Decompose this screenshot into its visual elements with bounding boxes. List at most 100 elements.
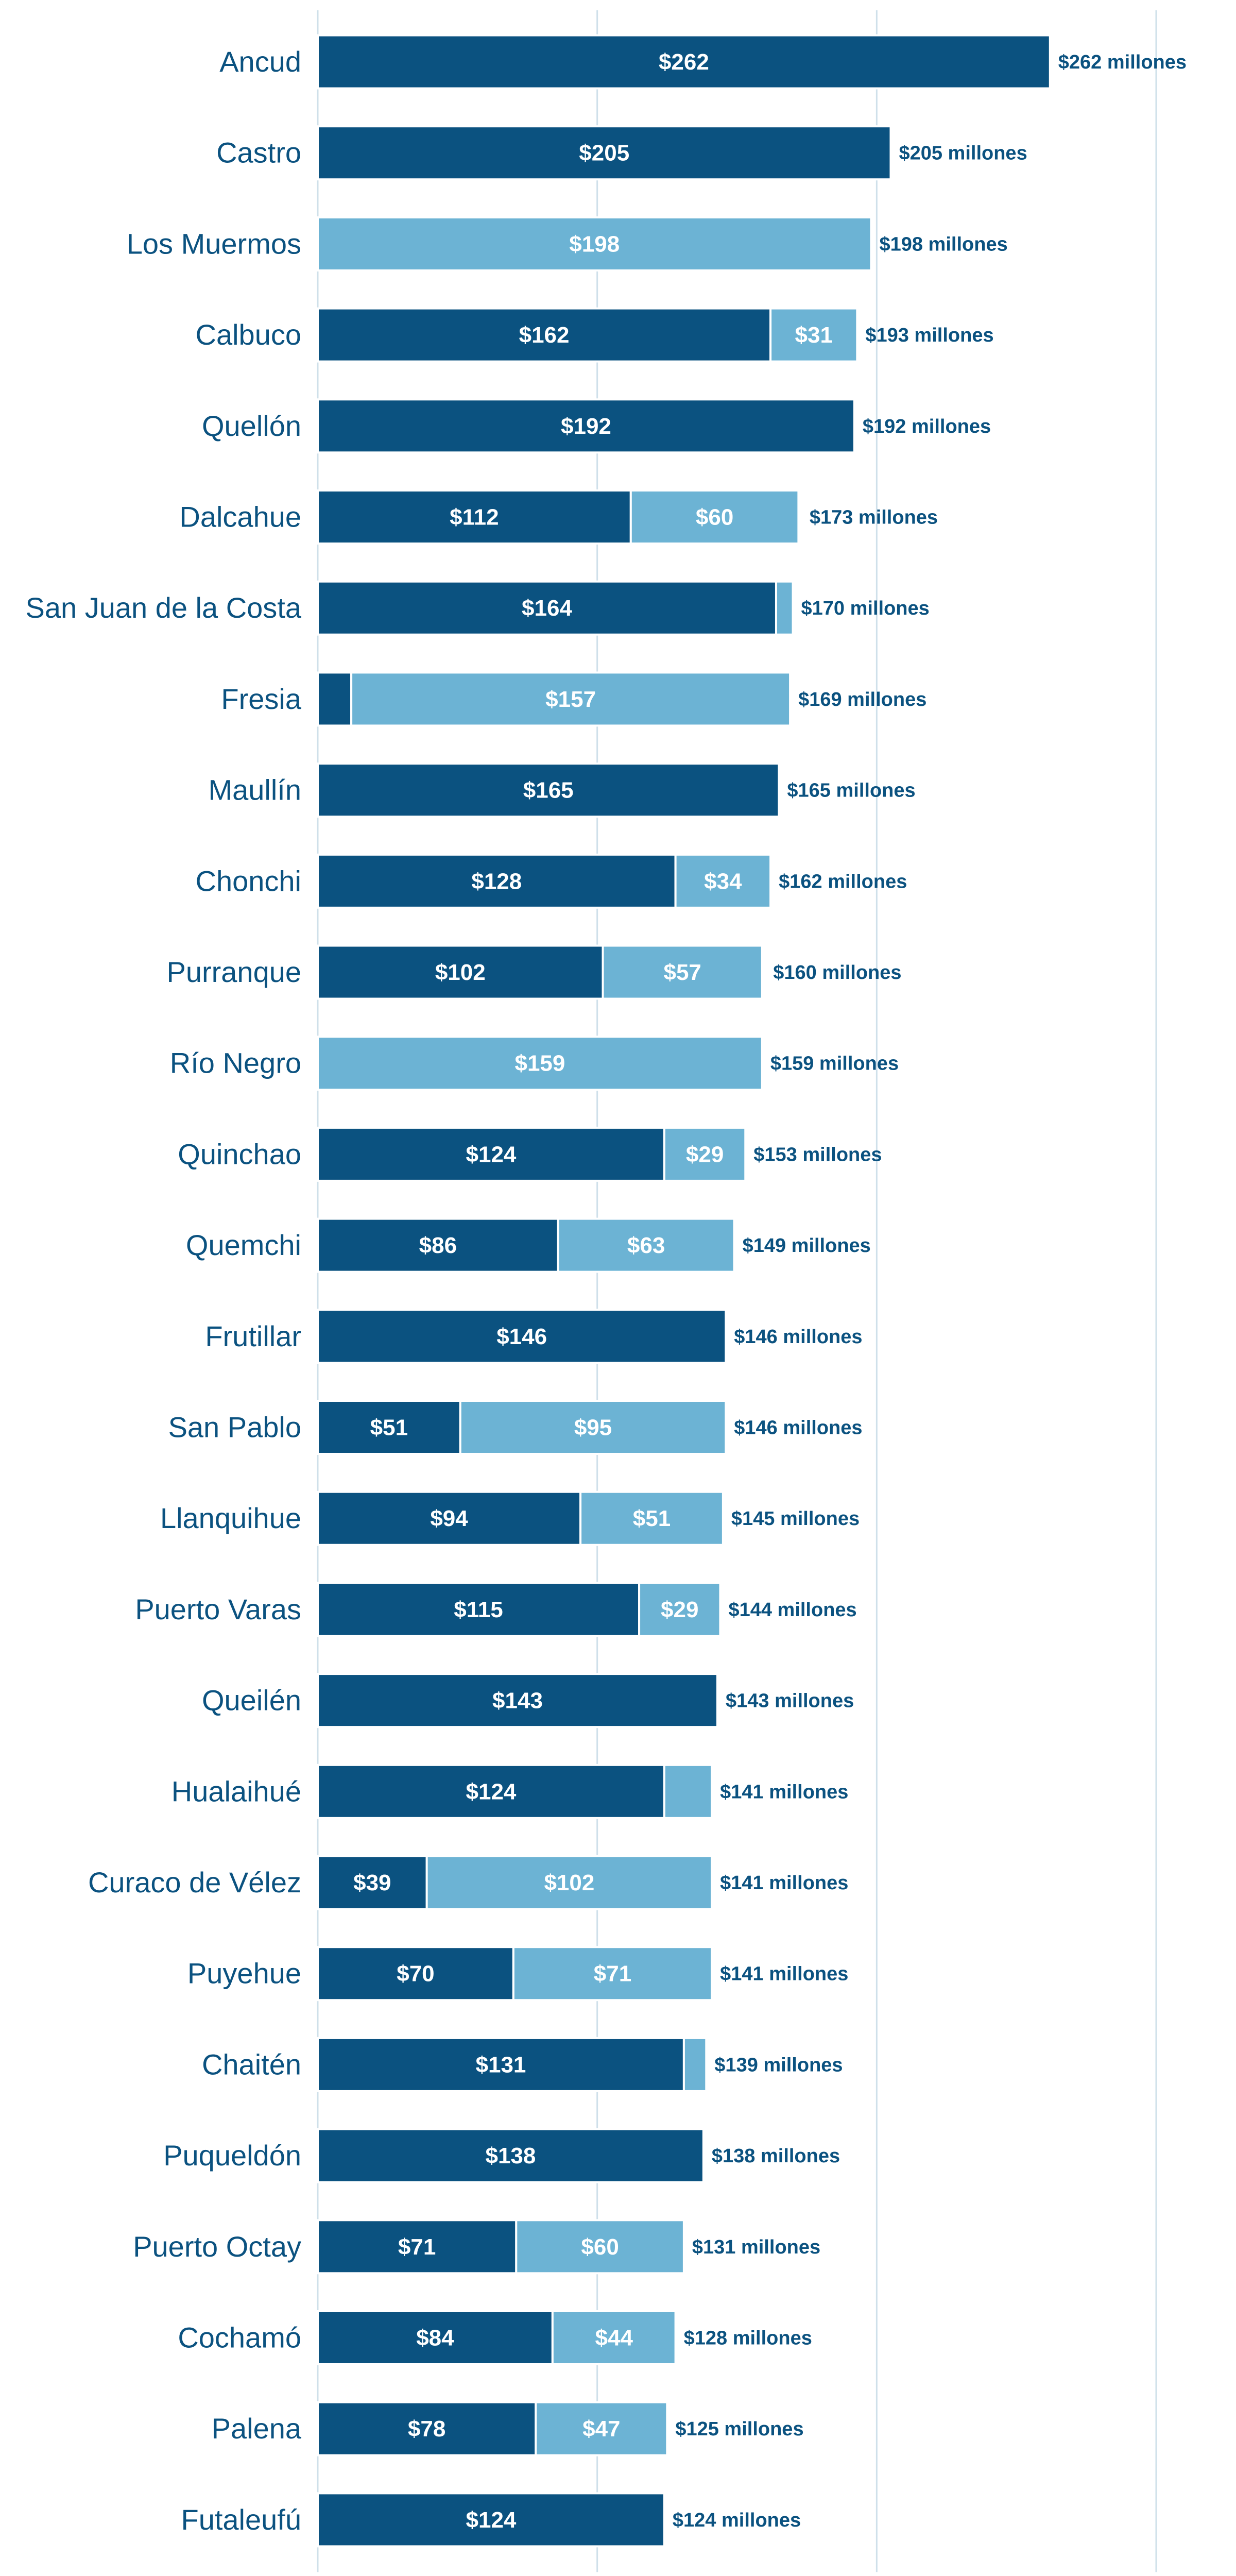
category-label: Calbuco <box>196 318 301 351</box>
category-label: Dalcahue <box>179 501 301 533</box>
segment-value-label: $198 <box>569 231 620 257</box>
segment-value-label: $112 <box>450 505 499 530</box>
category-label: Frutillar <box>205 1320 301 1352</box>
segment-value-label: $165 <box>523 778 574 803</box>
segment-value-label: $162 <box>519 323 570 348</box>
category-label: Río Negro <box>170 1047 301 1079</box>
total-value-label: $165 millones <box>787 780 915 802</box>
segment-value-label: $86 <box>419 1233 457 1258</box>
bar-segment-gasto <box>317 580 777 636</box>
bar-segment-gasto <box>317 1855 428 1910</box>
bar-segment-gasto <box>317 2492 665 2548</box>
bar-segment-gasto <box>317 671 353 727</box>
bar-segment-gasto <box>317 1673 719 1728</box>
category-label: Quemchi <box>186 1229 301 1261</box>
bar-segment-gasto <box>317 1764 665 1819</box>
category-label: Puerto Varas <box>135 1593 301 1625</box>
total-value-label: $173 millones <box>810 507 938 529</box>
bar-segment-gasto <box>317 762 780 818</box>
segment-value-label: $164 <box>522 596 572 621</box>
bar-segment-disponible <box>663 1126 747 1182</box>
total-value-label: $124 millones <box>673 2510 801 2531</box>
total-value-label: $159 millones <box>770 1053 899 1075</box>
total-value-label: $128 millones <box>684 2328 812 2349</box>
category-label: Futaleufú <box>181 2503 302 2536</box>
bar-segment-disponible <box>425 1855 713 1910</box>
bar-segment-gasto <box>317 2219 518 2275</box>
bar-segment-disponible <box>317 1036 763 1091</box>
category-label: Chaitén <box>202 2048 301 2080</box>
segment-value-label: $115 <box>454 1597 503 1622</box>
total-value-label: $145 millones <box>731 1508 860 1530</box>
category-label: Llanquihue <box>160 1502 301 1534</box>
bar-segment-gasto <box>317 944 604 1000</box>
bar-segment-disponible <box>579 1490 724 1546</box>
total-value-label: $138 millones <box>712 2145 840 2167</box>
total-value-label: $160 millones <box>773 962 901 984</box>
category-label: Chonchi <box>196 865 301 897</box>
segment-value-label: $70 <box>397 1961 434 1987</box>
bar-segment-gasto <box>317 1582 641 1637</box>
segment-value-label: $128 <box>471 869 522 894</box>
bar-segment-gasto <box>317 2128 705 2183</box>
total-value-label: $162 millones <box>779 871 907 892</box>
total-value-label: $146 millones <box>734 1326 862 1348</box>
gridlines <box>317 10 1157 2572</box>
total-value-label: $131 millones <box>692 2236 820 2258</box>
bar-segment-disponible <box>350 671 792 727</box>
category-label: Quinchao <box>178 1138 301 1170</box>
bar-segment-gasto <box>317 1309 727 1364</box>
bar-segment-disponible <box>769 307 859 363</box>
total-value-label: $141 millones <box>720 1872 848 1894</box>
category-label: Puyehue <box>187 1957 301 1990</box>
total-value-label: $125 millones <box>675 2418 803 2440</box>
segment-value-label: $205 <box>579 141 629 166</box>
segment-value-label: $146 <box>496 1324 547 1349</box>
total-value-label: $141 millones <box>720 1781 848 1803</box>
category-labels: Ancud Castro Los Muermos Calbuco Quellón Dalc… <box>26 45 302 2536</box>
category-label: Maullín <box>208 774 301 806</box>
segment-value-label: $29 <box>686 1142 724 1167</box>
segment-value-label: $71 <box>594 1961 631 1987</box>
segment-value-label: $57 <box>663 960 701 985</box>
segment-value-label: $51 <box>633 1506 671 1531</box>
bar-segment-gasto <box>317 398 855 454</box>
segment-value-label: $124 <box>466 1779 517 1804</box>
bar-segment-gasto <box>317 2310 554 2365</box>
category-label: Queilén <box>202 1684 301 1717</box>
category-label: San Pablo <box>168 1411 301 1444</box>
bar-segment-disponible <box>775 580 794 636</box>
bar-segment-gasto <box>317 125 892 181</box>
category-label: Fresia <box>221 683 301 715</box>
category-label: Los Muermos <box>127 227 301 260</box>
bar-segment-gasto <box>317 34 1051 90</box>
total-value-label: $198 millones <box>879 233 1007 255</box>
bar-segment-gasto <box>317 2401 537 2456</box>
segment-value-label: $31 <box>795 323 833 348</box>
segment-value-label: $124 <box>466 1142 517 1167</box>
category-label: Quellón <box>202 410 301 442</box>
category-label: Castro <box>216 137 301 169</box>
bar-segment-disponible <box>629 489 800 545</box>
bars: $262 $262 millones $205 $205 millones $198 $1… <box>317 34 1187 2548</box>
bar-segment-disponible <box>557 1217 735 1273</box>
segment-value-label: $157 <box>545 687 596 712</box>
category-label: Cochamó <box>178 2321 301 2354</box>
total-value-label: $170 millones <box>801 598 930 619</box>
bar-segment-disponible <box>515 2219 685 2275</box>
segment-value-label: $84 <box>416 2326 454 2351</box>
segment-value-label: $131 <box>476 2052 526 2077</box>
segment-value-label: $94 <box>430 1506 468 1531</box>
total-value-label: $139 millones <box>714 2054 843 2076</box>
total-value-label: $153 millones <box>753 1144 882 1165</box>
total-value-label: $262 millones <box>1058 52 1187 73</box>
segment-value-label: $39 <box>353 1870 391 1895</box>
category-label: Curaco de Vélez <box>88 1866 301 1899</box>
bar-segment-disponible <box>459 1400 727 1455</box>
bar-segment-disponible <box>638 1582 722 1637</box>
segment-value-label: $138 <box>485 2143 536 2168</box>
segment-value-label: $71 <box>398 2234 436 2260</box>
total-value-label: $169 millones <box>798 689 926 710</box>
segment-value-label: $63 <box>627 1233 665 1258</box>
